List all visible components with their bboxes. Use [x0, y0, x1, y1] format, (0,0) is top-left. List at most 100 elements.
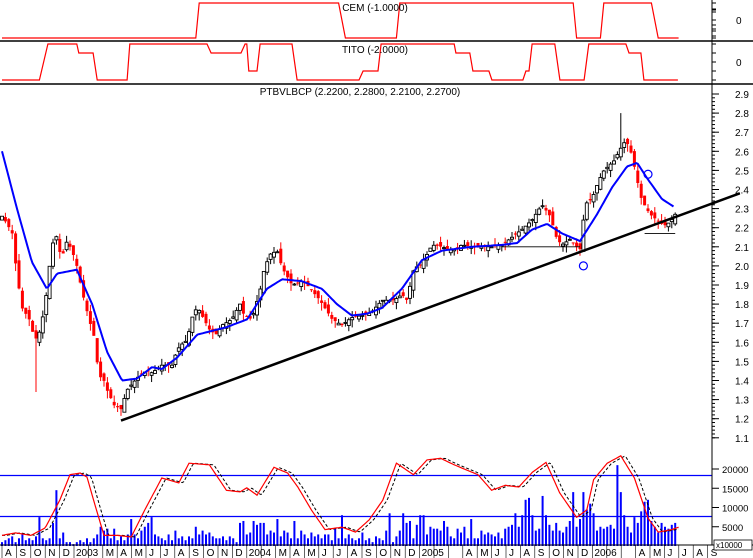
time-axis-label: 2003 — [76, 548, 99, 558]
volume-bar — [273, 532, 275, 546]
time-axis-label: J — [322, 548, 327, 558]
time-axis-label: A — [120, 548, 127, 558]
candle-body — [275, 251, 280, 254]
volume-bar — [300, 530, 303, 546]
moving-average-line — [1, 151, 675, 382]
time-axis-label: O — [379, 548, 387, 558]
time-axis-label: A — [293, 548, 300, 558]
candle-body — [289, 273, 293, 284]
volume-bar — [279, 536, 282, 546]
volume-bar — [412, 538, 415, 546]
candle-body — [14, 233, 18, 264]
candle-body — [401, 292, 405, 297]
candle-body — [523, 225, 528, 234]
candle-body — [0, 215, 4, 221]
volume-bar — [235, 542, 238, 546]
volume-bar — [266, 534, 269, 546]
candle-body — [132, 380, 137, 388]
candle-body — [139, 373, 143, 375]
candle-body — [530, 219, 535, 222]
volume-bar — [368, 538, 371, 546]
volume-bar — [521, 515, 524, 546]
time-axis-label: S — [538, 548, 545, 558]
candle-body — [608, 163, 613, 171]
volume-bar — [283, 530, 286, 546]
volume-bar — [18, 538, 20, 546]
volume-bar — [109, 538, 112, 546]
candle-body — [31, 320, 35, 332]
volume-bar — [347, 534, 350, 546]
candle-body — [248, 316, 252, 319]
candle-body — [3, 217, 7, 222]
volume-bar — [555, 522, 558, 546]
volume-bar — [443, 520, 445, 546]
volume-bar — [419, 515, 422, 546]
candle-body — [7, 219, 11, 228]
volume-bar — [426, 534, 428, 546]
volume-multiplier-box — [713, 539, 753, 551]
time-axis-label: D — [408, 548, 415, 558]
volume-bar — [534, 530, 537, 546]
cem-axis-label: 0 — [736, 16, 742, 27]
volume-bar — [92, 538, 95, 546]
volume-bar — [177, 538, 180, 546]
volume-bar — [381, 540, 384, 546]
volume-bar — [674, 522, 677, 546]
volume-bar — [327, 534, 330, 546]
volume-bar — [99, 526, 102, 546]
volume-bar — [378, 538, 381, 546]
volume-bar — [429, 526, 432, 546]
volume-bar — [388, 513, 391, 546]
time-axis-label: 2006 — [594, 548, 617, 558]
candle-body — [575, 242, 579, 247]
candle-body — [153, 370, 157, 374]
candle-body — [44, 295, 49, 316]
candle-body — [571, 242, 575, 244]
candle-body — [405, 297, 409, 300]
candle-body — [626, 138, 630, 145]
volume-bar — [477, 538, 479, 546]
time-axis-label: A — [696, 548, 703, 558]
candle-body — [397, 295, 402, 299]
price-tick-label: 1.6 — [735, 338, 749, 349]
volume-bar — [538, 528, 541, 546]
volume-bar — [565, 526, 568, 546]
volume-bar — [113, 528, 116, 546]
candle-body — [537, 208, 542, 215]
volume-bar — [626, 526, 629, 546]
volume-bar — [69, 542, 71, 546]
volume-bar — [14, 542, 17, 546]
volume-bar — [361, 532, 364, 546]
candle-body — [272, 251, 276, 258]
volume-bar — [164, 540, 167, 546]
volume-bar — [106, 528, 109, 546]
price-tick-label: 1.2 — [735, 415, 749, 426]
volume-bar — [35, 536, 37, 546]
price-tick-label: 1.3 — [735, 396, 749, 407]
price-tick-label: 1.8 — [735, 300, 749, 311]
candle-body — [316, 291, 320, 299]
volume-bar — [541, 495, 544, 546]
candle-body — [357, 315, 361, 320]
volume-bar — [303, 534, 306, 546]
volume-bar — [188, 536, 190, 546]
volume-bar — [24, 540, 27, 546]
time-axis-label: A — [523, 548, 530, 558]
volume-bar — [86, 538, 88, 546]
candle-body — [176, 347, 181, 352]
volume-bar — [205, 534, 207, 546]
volume-bar — [633, 517, 636, 546]
volume-bar — [667, 528, 670, 546]
time-axis-label: A — [5, 548, 12, 558]
candle-body — [296, 282, 300, 284]
time-axis-label: O — [34, 548, 42, 558]
candle-body — [64, 241, 69, 251]
time-axis-label: S — [19, 548, 26, 558]
volume-panel — [0, 455, 712, 546]
candle-body — [54, 236, 59, 241]
volume-bar — [643, 501, 646, 546]
candle-body — [119, 404, 123, 410]
candle-body — [333, 317, 337, 322]
time-axis-label: D — [581, 548, 588, 558]
hand-marker-icon — [643, 169, 653, 179]
